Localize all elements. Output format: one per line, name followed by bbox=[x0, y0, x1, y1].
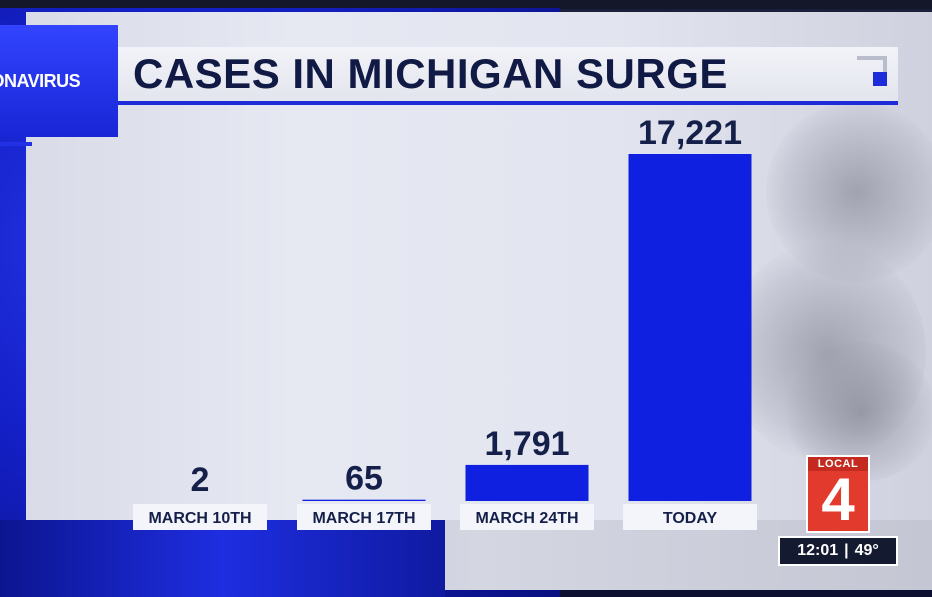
station-logo: LOCAL 4 bbox=[806, 455, 870, 533]
labels-layer: 2 MARCH 10TH 65 MARCH 17TH 1,791 MARCH 24TH 17… bbox=[133, 114, 757, 530]
station-logo-number: 4 bbox=[821, 466, 855, 533]
station-logo-label: LOCAL bbox=[808, 457, 868, 471]
clock-time: 12:01 bbox=[797, 542, 839, 559]
category-plate-0 bbox=[133, 504, 267, 530]
category-plate-1 bbox=[297, 504, 431, 530]
topic-tag-text: RONAVIRUS bbox=[0, 70, 81, 91]
category-label-2: MARCH 24TH bbox=[475, 510, 578, 527]
category-label-3: TODAY bbox=[663, 510, 718, 527]
category-plate-3 bbox=[623, 504, 757, 530]
value-label-0: 2 bbox=[191, 461, 210, 499]
category-label-0: MARCH 10TH bbox=[148, 510, 251, 527]
bars-layer bbox=[302, 154, 752, 501]
clock-temperature: 49° bbox=[854, 542, 879, 559]
category-plate-2 bbox=[460, 504, 594, 530]
bar-1 bbox=[302, 499, 426, 501]
tag-underline bbox=[0, 142, 32, 146]
value-label-2: 1,791 bbox=[484, 425, 569, 463]
page-title: CASES IN MICHIGAN SURGE bbox=[133, 50, 728, 97]
value-label-1: 65 bbox=[345, 460, 383, 498]
topic-tag: RONAVIRUS bbox=[0, 25, 118, 137]
bar-3 bbox=[628, 154, 752, 501]
top-strip bbox=[0, 0, 932, 9]
title-band bbox=[26, 47, 898, 105]
clock-separator: | bbox=[844, 542, 849, 559]
blue-bottom-band bbox=[0, 520, 445, 597]
category-label-1: MARCH 17TH bbox=[312, 510, 415, 527]
corner-graphic-icon bbox=[857, 56, 887, 86]
bar-2 bbox=[465, 464, 589, 501]
value-label-3: 17,221 bbox=[638, 114, 742, 152]
time-temp-bug: 12:01 | 49° bbox=[778, 536, 898, 566]
